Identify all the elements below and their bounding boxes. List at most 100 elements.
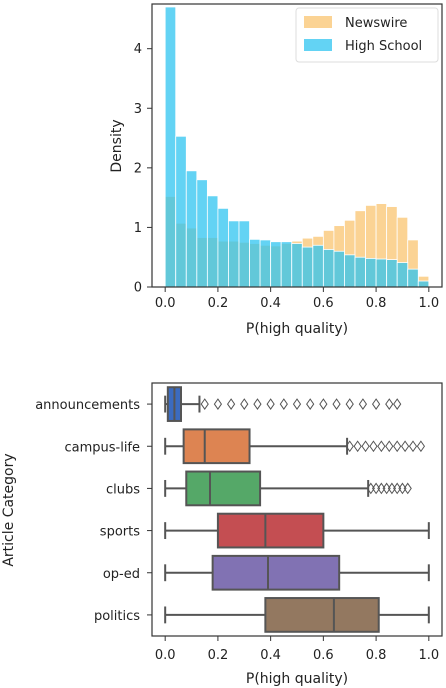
outlier-marker xyxy=(226,398,236,410)
high-school-bar xyxy=(365,257,377,288)
high-school-bar xyxy=(417,280,430,288)
high-school-bar xyxy=(375,258,388,288)
x-tick-label: 0.4 xyxy=(260,648,281,663)
x-tick-label: 1.0 xyxy=(418,648,439,663)
category-label: sports xyxy=(100,525,140,540)
category-label: op-ed xyxy=(103,567,140,582)
outlier-marker xyxy=(408,440,418,453)
outlier-marker xyxy=(306,398,315,410)
legend-swatch-high-school xyxy=(304,39,332,51)
high-school-bar xyxy=(238,220,250,288)
high-school-bar xyxy=(249,238,261,288)
outlier-marker xyxy=(319,398,328,410)
outlier-marker xyxy=(371,482,381,495)
outlier-marker xyxy=(400,440,410,453)
x-tick-label: 0.2 xyxy=(208,648,229,663)
boxplot-x-ticks: 0.0 0.2 0.4 0.6 0.8 1.0 xyxy=(155,636,439,663)
box-campus-life xyxy=(182,428,251,465)
high-school-bar xyxy=(259,239,272,288)
high-school-bar xyxy=(386,259,398,288)
outlier-marker xyxy=(393,398,402,410)
high-school-bar xyxy=(354,256,366,288)
high-school-bar xyxy=(301,246,314,288)
boxplot-frame xyxy=(151,382,443,637)
outlier-marker xyxy=(279,398,288,410)
boxplot-boxes xyxy=(164,386,430,633)
outlier-marker xyxy=(416,440,426,453)
high-school-bar xyxy=(312,244,324,288)
outlier-marker xyxy=(353,440,362,453)
x-tick-label: 0.2 xyxy=(208,296,229,311)
y-tick-label: 0 xyxy=(134,281,142,296)
high-school-bar xyxy=(206,195,219,288)
high-school-bar xyxy=(280,241,293,288)
x-tick-label: 0.8 xyxy=(366,296,387,311)
category-label: clubs xyxy=(106,482,140,497)
high-school-bars xyxy=(164,6,430,288)
outlier-marker xyxy=(369,440,378,453)
outlier-marker xyxy=(398,482,407,495)
boxplot-chart: 0.0 0.2 0.4 0.6 0.8 1.0 announcements campus-l… xyxy=(1,382,443,687)
high-school-bar xyxy=(196,179,208,288)
outlier-marker xyxy=(393,482,402,495)
boxplot-y-axis-label: Article Category xyxy=(1,453,17,566)
histogram-chart: 0.0 0.2 0.4 0.6 0.8 1.0 0 1 2 3 4 P(high quality)… xyxy=(109,3,443,337)
high-school-bar xyxy=(175,135,187,288)
outlier-marker xyxy=(213,398,223,410)
outlier-marker xyxy=(361,440,370,453)
outlier-marker xyxy=(387,482,397,495)
box-politics xyxy=(264,597,380,633)
category-label: politics xyxy=(94,609,140,624)
outlier-marker xyxy=(385,398,394,410)
outlier-marker xyxy=(393,440,402,453)
category-label: campus-life xyxy=(64,440,140,455)
legend-label-newswire: Newswire xyxy=(345,16,407,31)
outlier-marker xyxy=(403,482,412,495)
x-tick-label: 0.8 xyxy=(366,648,387,663)
high-school-bar xyxy=(228,220,240,288)
histogram-y-ticks: 0 1 2 3 4 xyxy=(134,42,152,296)
outlier-marker xyxy=(371,398,381,410)
high-school-bar xyxy=(333,250,345,288)
box-sports xyxy=(216,512,325,549)
y-tick-label: 2 xyxy=(134,161,142,176)
outlier-marker xyxy=(240,398,249,410)
high-school-bar xyxy=(322,249,335,288)
boxplot-category-labels: announcements campus-life clubs sports op-ed… xyxy=(35,398,152,624)
y-tick-label: 1 xyxy=(134,221,142,236)
x-tick-label: 0.6 xyxy=(313,296,334,311)
histogram-y-axis-label: Density xyxy=(109,119,125,172)
high-school-bar xyxy=(407,268,419,288)
legend-label-high-school: High School xyxy=(345,39,422,54)
x-tick-label: 0.4 xyxy=(260,296,281,311)
outlier-marker xyxy=(332,398,341,410)
boxplot-x-axis-label: P(high quality) xyxy=(246,671,348,687)
outlier-marker xyxy=(292,398,302,410)
box-op-ed xyxy=(211,554,341,591)
high-school-bar xyxy=(291,243,303,288)
high-school-bar xyxy=(344,254,356,288)
outlier-marker xyxy=(253,398,262,410)
y-tick-label: 3 xyxy=(134,102,142,117)
x-tick-label: 0.6 xyxy=(313,648,334,663)
category-label: announcements xyxy=(35,398,140,413)
y-tick-label: 4 xyxy=(134,42,142,57)
x-tick-label: 1.0 xyxy=(418,296,439,311)
high-school-bar xyxy=(270,241,282,288)
outlier-marker xyxy=(345,440,354,453)
box-clubs xyxy=(185,470,262,507)
high-school-bar xyxy=(217,207,229,288)
outlier-marker xyxy=(345,398,354,410)
x-tick-label: 0.0 xyxy=(155,296,176,311)
outlier-marker xyxy=(377,482,386,495)
legend: Newswire High School xyxy=(295,7,439,63)
legend-swatch-newswire xyxy=(304,16,332,28)
outlier-marker xyxy=(377,440,386,453)
histogram-frame xyxy=(151,3,443,288)
outlier-marker xyxy=(200,398,209,410)
high-school-bar xyxy=(164,6,177,288)
x-tick-label: 0.0 xyxy=(155,648,176,663)
histogram-x-axis-label: P(high quality) xyxy=(246,321,348,337)
outlier-marker xyxy=(358,398,368,410)
